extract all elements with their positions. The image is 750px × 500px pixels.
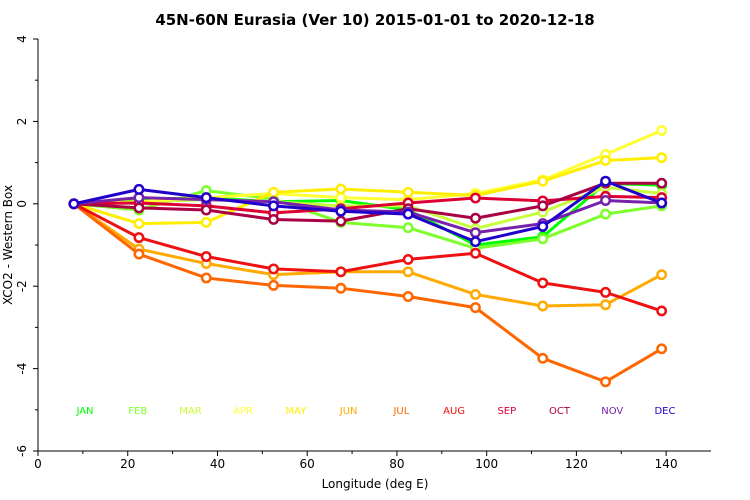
legend-label-dec: DEC: [654, 406, 675, 417]
legend-label-mar: MAR: [179, 406, 201, 417]
data-point-jun: [402, 266, 414, 278]
data-point-aug: [656, 305, 668, 317]
data-point-aug: [335, 266, 347, 278]
data-point-may: [335, 183, 347, 195]
x-tick-label: 40: [210, 457, 225, 471]
data-point-dec: [402, 208, 414, 220]
data-point-may: [537, 175, 549, 187]
data-point-aug: [268, 263, 279, 275]
data-point-feb: [600, 208, 612, 220]
y-tick-label: 2: [15, 118, 29, 126]
data-point-jun: [600, 299, 612, 311]
legend-label-jul: JUL: [392, 406, 409, 417]
data-point-sep: [470, 192, 481, 204]
legend-label-aug: AUG: [443, 406, 465, 417]
data-point-oct: [470, 212, 481, 224]
data-point-jul: [133, 248, 145, 260]
y-tick-label: 4: [15, 35, 29, 43]
data-point-may: [133, 218, 145, 230]
data-point-dec: [537, 221, 549, 232]
series-line-aug: [73, 202, 663, 313]
series-line-jul: [72, 202, 663, 384]
x-tick-label: 100: [475, 457, 498, 471]
data-point-dec: [268, 200, 279, 212]
x-tick-label: 20: [120, 457, 135, 471]
data-point-aug: [600, 286, 612, 298]
data-point-dec: [600, 175, 612, 187]
data-point-dec: [470, 236, 481, 248]
data-point-jul: [600, 376, 612, 388]
data-point-feb: [402, 222, 414, 234]
series-line-may: [73, 156, 662, 226]
data-point-nov: [470, 227, 481, 239]
data-point-may: [268, 186, 279, 198]
legend-label-nov: NOV: [601, 406, 623, 417]
data-point-aug: [470, 247, 481, 259]
data-point-aug: [402, 253, 414, 265]
data-point-jul: [335, 282, 347, 294]
legend-label-jun: JUN: [339, 406, 358, 417]
plot-area: 0 20 40 60 80 100 120 140 -6 -4 -2 0 2 4 JAN FEB MAR APR M…: [15, 35, 711, 471]
data-point-aug: [133, 232, 145, 244]
data-point-jul: [200, 272, 212, 284]
data-point-jul: [470, 302, 481, 314]
y-axis-label: XCO2 - Western Box: [1, 185, 15, 305]
data-point-jul: [656, 343, 668, 355]
data-point-dec: [133, 183, 145, 195]
y-tick-label: -4: [15, 363, 29, 375]
data-point-nov: [600, 195, 612, 206]
x-tick-label: 120: [565, 457, 588, 471]
data-point-oct: [335, 215, 347, 227]
data-point-may: [402, 186, 414, 198]
chart-title: 45N-60N Eurasia (Ver 10) 2015-01-01 to 2…: [155, 11, 594, 29]
legend-label-apr: APR: [233, 406, 253, 417]
legend-label-may: MAY: [286, 406, 308, 417]
data-point-dec: [656, 197, 668, 209]
x-tick-label: 60: [300, 457, 315, 471]
data-point-jul: [537, 352, 549, 364]
series-line-nov: [73, 196, 662, 235]
series-line-sep: [73, 194, 662, 215]
data-point-oct: [268, 214, 279, 225]
data-point-may: [656, 152, 668, 164]
data-point-dec: [68, 198, 80, 210]
data-point-oct: [537, 200, 549, 212]
series-line-jun: [73, 202, 663, 308]
legend-label-oct: OCT: [549, 406, 571, 417]
x-tick-label: 0: [34, 457, 42, 471]
data-point-jul: [268, 279, 279, 291]
legend-label-sep: SEP: [497, 406, 516, 417]
data-point-aug: [200, 251, 212, 262]
data-point-jun: [656, 269, 668, 281]
legend-label-feb: FEB: [128, 406, 147, 417]
data-point-dec: [200, 192, 212, 204]
data-point-oct: [200, 204, 212, 216]
data-point-aug: [537, 277, 549, 289]
data-point-apr: [335, 192, 347, 204]
x-axis-label: Longitude (deg E): [322, 477, 429, 491]
data-point-dec: [335, 205, 347, 217]
data-point-jul: [402, 291, 414, 302]
data-point-apr: [656, 125, 668, 136]
series-line-dec: [73, 179, 663, 244]
y-tick-label: -2: [15, 280, 29, 292]
data-point-jun: [537, 300, 549, 312]
data-point-oct: [656, 177, 668, 189]
data-point-jun: [470, 288, 481, 300]
series-line-oct: [73, 181, 662, 223]
legend-label-jan: JAN: [75, 406, 93, 417]
data-point-may: [200, 216, 212, 228]
data-point-may: [600, 155, 612, 166]
data-point-oct: [133, 202, 145, 214]
data-point-feb: [537, 233, 549, 245]
y-tick-label: -6: [15, 445, 29, 457]
x-tick-label: 140: [655, 457, 678, 471]
x-tick-label: 80: [389, 457, 404, 471]
y-tick-label: 0: [15, 200, 29, 208]
